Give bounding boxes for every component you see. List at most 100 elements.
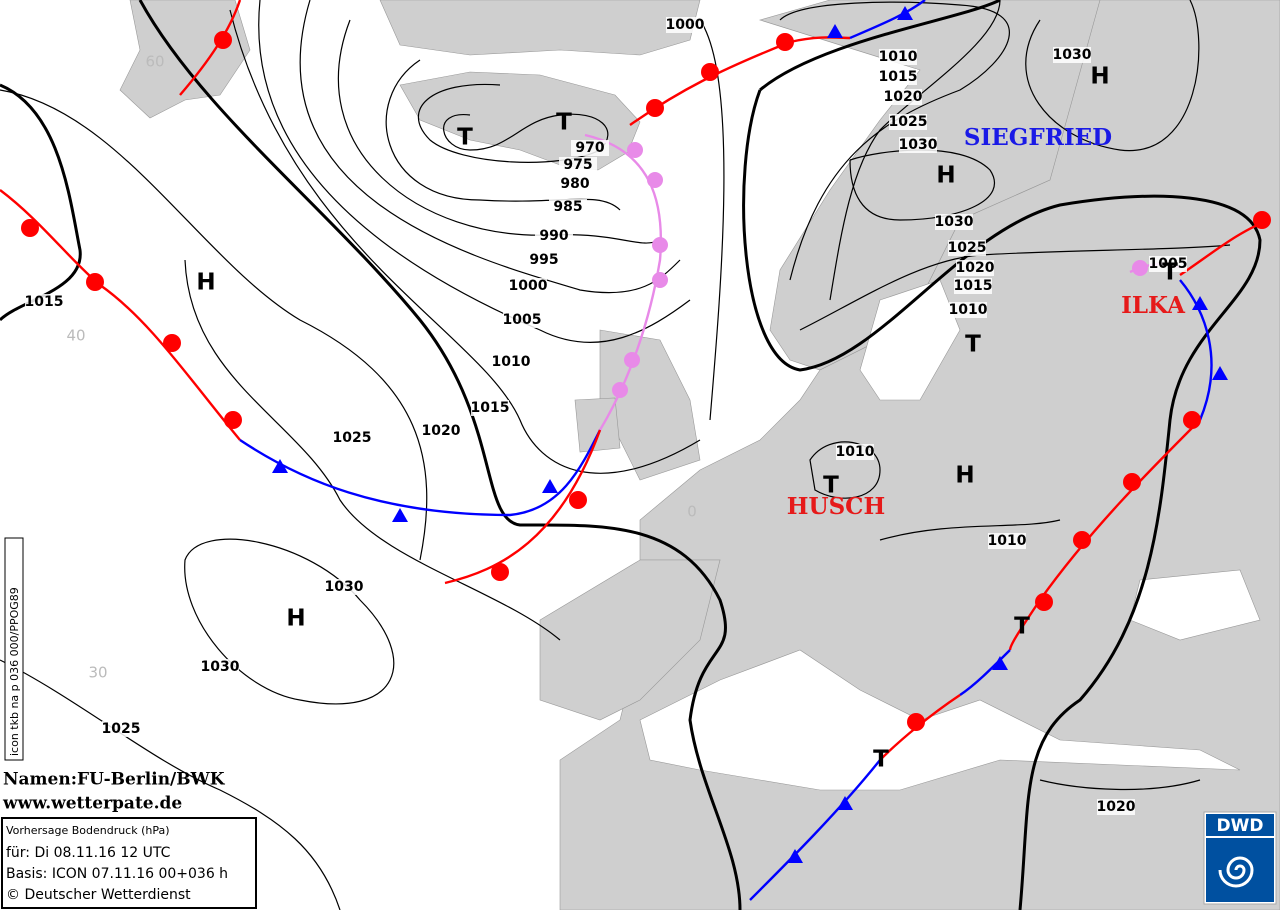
isobar-label-bg	[988, 533, 1026, 549]
isobar	[0, 659, 341, 910]
occlusion-symbol	[612, 382, 628, 398]
pressure-center: H	[936, 163, 955, 189]
pressure-center: H	[1090, 64, 1109, 90]
isobar-label-bg	[556, 176, 594, 192]
pressure-center: T	[823, 473, 839, 499]
warm-front-symbol	[1123, 473, 1141, 491]
occlusion-symbol	[627, 142, 643, 158]
pressure-center: H	[196, 270, 215, 296]
warm-front-symbol	[21, 219, 39, 237]
isobar	[1025, 0, 1200, 152]
isobar	[258, 0, 691, 344]
warm-front-symbol	[1073, 531, 1091, 549]
latitude-label: 60	[145, 53, 164, 71]
info-line: © Deutscher Wetterdienst	[6, 887, 191, 903]
info-line: für: Di 08.11.16 12 UTC	[6, 845, 171, 861]
front-symbols	[21, 6, 1271, 863]
cold-front-symbol	[1192, 296, 1208, 310]
info-frame	[1, 817, 257, 909]
isobar-label-bg	[666, 17, 704, 33]
isobar-label: 970	[575, 140, 604, 156]
isobar-label: 1020	[956, 260, 995, 276]
isobar-label-bg	[836, 444, 874, 460]
isobar-label-bg	[948, 240, 986, 256]
isobar-label: 980	[560, 176, 589, 192]
isobar	[0, 89, 428, 561]
isobar-label: 1005	[1149, 256, 1188, 272]
isobar-label-bg	[1149, 256, 1187, 272]
cold-front-symbol	[272, 459, 288, 473]
info-line: Basis: ICON 07.11.16 00+036 h	[6, 866, 228, 882]
isobar-label-bg	[899, 137, 937, 153]
ireland	[574, 397, 621, 453]
cold-front	[239, 429, 602, 517]
side-label: icon tkb na p 036 000/PPOG89	[8, 587, 21, 756]
cold-front	[1179, 279, 1213, 421]
occlusion-symbol	[624, 352, 640, 368]
dwd-logo: DWD	[1203, 811, 1277, 905]
cold-front-symbol	[542, 479, 558, 493]
isobar-label-bg	[25, 294, 63, 310]
pressure-center: T	[556, 110, 572, 136]
isobar-label-bg	[333, 430, 371, 446]
isobars	[0, 0, 1231, 910]
isobar-label: 990	[539, 228, 568, 244]
isobar	[809, 441, 881, 499]
warm-front-symbol	[1183, 411, 1201, 429]
info-line: Vorhersage Bodendruck (hPa)	[6, 824, 170, 837]
isobar-label-bg	[884, 89, 922, 105]
greenland	[119, 0, 251, 119]
warm-front-symbol	[491, 563, 509, 581]
warm-front	[444, 429, 602, 585]
pressure-center: H	[955, 463, 974, 489]
isobar-label: 1010	[949, 302, 988, 318]
greenland-east	[379, 0, 701, 56]
warm-front-symbol	[701, 63, 719, 81]
isobar-label-bg	[509, 278, 547, 294]
credit-names: Namen:FU-Berlin/BWK	[3, 770, 226, 790]
isobar-label: 1020	[884, 89, 923, 105]
isobar-bold	[138, 0, 742, 910]
logo-field	[1206, 838, 1274, 902]
latitude-label: 40	[66, 327, 85, 345]
pressure-center: T	[873, 747, 889, 773]
isobar-label: 1010	[836, 444, 875, 460]
warm-front	[0, 189, 241, 441]
isobar-label-bg	[492, 354, 530, 370]
side-label-frame	[4, 537, 24, 761]
isobar-label: 1030	[201, 659, 240, 675]
isobar-label: 1015	[879, 69, 918, 85]
isobar-label-bg	[525, 252, 563, 268]
isobar	[879, 519, 1061, 541]
isobar-label: 1010	[492, 354, 531, 370]
pressure-center: T	[1014, 614, 1030, 640]
mediterranean	[639, 649, 1241, 791]
cold-front	[849, 0, 926, 40]
isobar-label-bg	[956, 260, 994, 276]
isobar-label-bg	[503, 312, 541, 328]
cold-front-symbol	[992, 656, 1008, 670]
isobar-label-bg	[471, 400, 509, 416]
warm-front-symbol	[224, 411, 242, 429]
logo-swirl	[1218, 856, 1254, 888]
isobar	[337, 19, 661, 244]
isobar-label-bg	[422, 423, 460, 439]
cold-front-symbol	[392, 508, 408, 522]
info-box: Vorhersage Bodendruck (hPa) für: Di 08.1…	[1, 817, 257, 909]
isobar-label-bg	[325, 579, 363, 595]
isobar-label: 1030	[935, 214, 974, 230]
isobar	[699, 19, 725, 421]
isobar	[229, 9, 701, 474]
isobar-label-bg	[201, 659, 239, 675]
latitude-label: 0	[687, 503, 697, 521]
isobar-bold	[742, 89, 1262, 910]
logo-band	[1206, 814, 1274, 836]
isobar-label-bg	[559, 157, 597, 173]
isobar-label: 1030	[325, 579, 364, 595]
warm-front	[1008, 419, 1201, 651]
cold-front-symbol	[787, 849, 803, 863]
warm-front-symbol	[214, 31, 232, 49]
system-name: SIEGFRIED	[964, 124, 1112, 151]
